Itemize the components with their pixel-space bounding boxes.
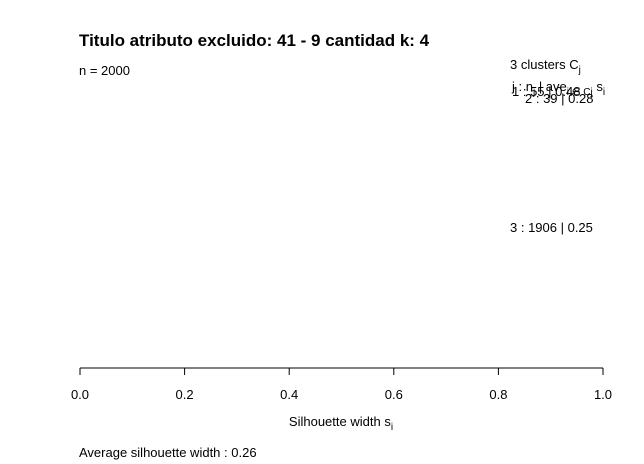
cluster-label-2: 2 : 39 | 0.28 [525,91,593,106]
x-tick-label: 0.4 [280,387,298,402]
column-header-ave-sub: i ∈ Cj [567,87,593,98]
chart-title: Titulo atributo excluido: 41 - 9 cantida… [79,31,430,50]
column-header-s: s [593,79,604,94]
column-header: j : nj | avei ∈ Cj si [511,79,605,98]
cluster-labels: 1 : 55 | 0.482 : 39 | 0.28 3 : 1906 | 0.2… [510,84,593,235]
x-axis-ticks: 0.0 0.2 0.4 0.6 0.8 1.0 [71,368,612,402]
x-tick-label: 0.0 [71,387,89,402]
x-tick-label: 0.8 [489,387,507,402]
clusters-header-sub: j [578,65,581,76]
average-silhouette-width: Average silhouette width : 0.26 [79,445,257,460]
sample-size-label: n = 2000 [79,63,130,78]
column-header-s-sub: i [603,87,605,98]
cluster-label-3: 3 : 1906 | 0.25 [510,220,593,235]
clusters-header-text: 3 clusters C [510,57,579,72]
column-header-j-sub: j [532,87,535,98]
x-axis-label: Silhouette width si [289,414,393,433]
clusters-header: 3 clusters Cj [510,57,581,76]
x-tick-label: 1.0 [594,387,612,402]
x-axis-label-sub: i [391,422,393,433]
column-header-j: j : n [511,79,533,94]
column-header-ave: | ave [535,79,567,94]
x-tick-label: 0.2 [176,387,194,402]
cluster-label-1: 1 : 55 | 0.48 [512,84,580,99]
x-tick-label: 0.6 [385,387,403,402]
x-axis-label-text: Silhouette width s [289,414,391,429]
